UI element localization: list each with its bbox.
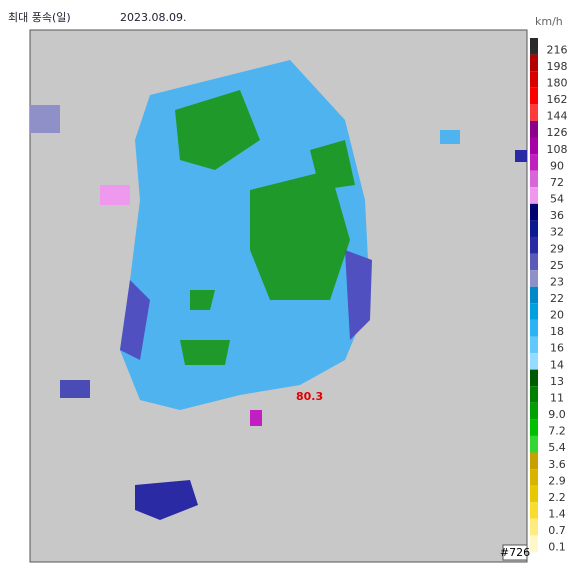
legend-label: 72 <box>550 176 564 189</box>
legend-swatch <box>530 104 538 121</box>
legend-label: 32 <box>550 226 564 239</box>
legend-label: 162 <box>547 93 567 106</box>
legend-swatch <box>530 336 538 354</box>
legend-label: 20 <box>550 309 564 322</box>
legend-label: 7.2 <box>548 425 566 438</box>
legend-swatch <box>530 452 538 470</box>
legend-label: 2.9 <box>548 474 566 487</box>
legend-label: 18 <box>550 325 564 338</box>
legend-swatch <box>530 286 538 304</box>
legend-swatch <box>530 369 538 387</box>
legend-swatch <box>530 220 538 237</box>
legend-label: 144 <box>547 110 567 123</box>
legend-swatch <box>530 485 538 503</box>
legend-label: 216 <box>547 43 567 56</box>
legend-swatch <box>530 137 538 155</box>
legend-swatch <box>530 469 538 486</box>
legend-label: 0.1 <box>548 541 566 554</box>
unit: km/h <box>535 15 563 28</box>
legend-label: 23 <box>550 275 564 288</box>
legend-swatch <box>530 187 538 204</box>
legend-label: 36 <box>550 209 564 222</box>
legend-label: 9.0 <box>548 408 566 421</box>
legend-swatch <box>530 38 538 55</box>
legend-label: 54 <box>550 193 564 206</box>
legend-swatch <box>530 419 538 436</box>
legend-swatch <box>530 236 538 254</box>
title: 최대 풍속(일) <box>8 10 71 24</box>
legend-swatch <box>530 71 538 88</box>
legend-label: 198 <box>547 60 567 73</box>
wind-field <box>30 60 527 520</box>
legend-swatch <box>530 386 538 403</box>
legend-swatch <box>530 253 538 271</box>
legend-label: 25 <box>550 259 564 272</box>
legend-label: 108 <box>547 143 567 156</box>
legend-label: 22 <box>550 292 564 305</box>
legend-label: 14 <box>550 358 564 371</box>
legend-swatch <box>530 319 538 337</box>
legend-label: 5.4 <box>548 441 566 454</box>
max-annotation: 80.3 <box>296 390 323 403</box>
legend-label: 126 <box>547 126 567 139</box>
badge: #726 <box>500 546 530 559</box>
legend-swatch <box>530 502 538 519</box>
badge-box <box>502 544 528 561</box>
legend-label: 2.2 <box>548 491 566 504</box>
legend-swatch <box>530 54 538 72</box>
legend-label: 180 <box>547 76 567 89</box>
legend-swatch <box>530 154 538 171</box>
legend-label: 1.4 <box>548 508 566 521</box>
legend-swatch <box>530 120 538 138</box>
legend-swatch <box>530 87 538 105</box>
legend-label: 13 <box>550 375 564 388</box>
legend-swatch <box>530 303 538 320</box>
legend-swatch <box>530 170 538 188</box>
legend-swatch <box>530 353 538 370</box>
legend-label: 90 <box>550 159 564 172</box>
legend-swatch <box>530 203 538 221</box>
date: 2023.08.09. <box>120 11 186 24</box>
legend-swatch <box>530 518 538 536</box>
legend-label: 29 <box>550 242 564 255</box>
legend-label: 11 <box>550 391 564 404</box>
legend-label: 3.6 <box>548 458 566 471</box>
legend-swatch <box>530 435 538 453</box>
legend-swatch <box>530 535 538 552</box>
legend-label: 0.7 <box>548 524 566 537</box>
legend: 216 198 180 162 144 126 108 90 72 54 36 32 29 25 23 22 2… <box>530 38 567 554</box>
legend-swatch <box>530 270 538 287</box>
legend-label: 16 <box>550 342 564 355</box>
legend-swatch <box>530 402 538 420</box>
